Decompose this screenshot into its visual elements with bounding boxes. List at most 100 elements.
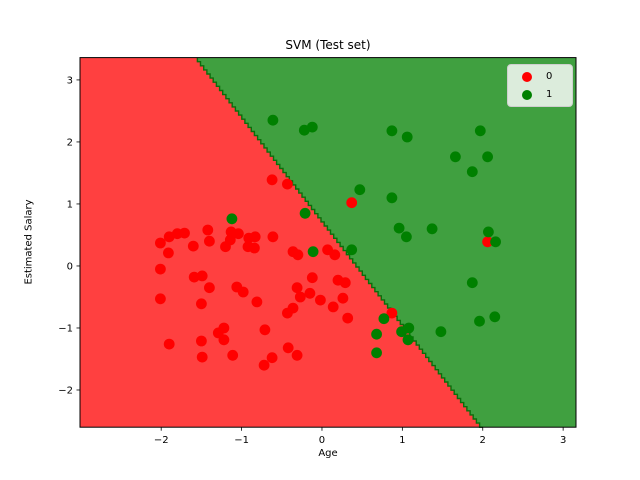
x-tick-label: −2 [154,435,169,446]
scatter-point-class1 [226,213,238,225]
scatter-point-class0 [249,242,260,254]
scatter-point-class1 [474,125,486,137]
scatter-point-class0 [482,236,493,248]
scatter-point-class1 [393,222,405,234]
scatter-point-class1 [346,244,358,256]
scatter-point-class1 [426,223,438,235]
legend: 0 1 [507,64,573,107]
scatter-point-class0 [233,228,244,240]
scatter-point-class1 [299,207,311,219]
scatter-point-class0 [163,231,175,243]
y-tick-label: 1 [67,199,73,210]
scatter-point-class1 [489,311,501,323]
scatter-point-class0 [294,291,306,303]
class0-marker-icon [522,71,532,82]
scatter-point-class1 [403,322,415,334]
scatter-point-class0 [291,349,303,361]
legend-label-class0: 0 [546,71,553,82]
plot-border [79,57,577,428]
scatter-point-class0 [282,178,293,190]
scatter-point-class0 [267,231,279,243]
scatter-point-class1 [474,315,485,327]
scatter-point-class0 [196,270,208,282]
class1-marker-icon [522,89,532,100]
scatter-point-class1 [354,184,366,196]
scatter-point-class0 [188,271,200,283]
scatter-point-class0 [282,307,293,319]
scatter-point-class1 [378,313,390,325]
decision-boundary [196,57,483,428]
x-tick-label: 0 [319,435,325,446]
scatter-point-class0 [337,292,349,304]
x-tick-label: −1 [234,435,249,446]
scatter-point-class0 [155,263,166,275]
scatter-point-class0 [258,359,270,371]
scatter-point-class0 [327,301,339,313]
x-axis-label: Age [318,448,338,459]
y-tick-label: 2 [67,137,73,148]
y-tick-label: −2 [58,385,73,396]
scatter-point-class0 [202,224,214,236]
scatter-point-class1 [371,328,382,340]
x-tick-label: 1 [399,435,405,446]
scatter-point-class0 [315,294,326,306]
scatter-point-class1 [386,192,398,204]
scatter-point-class1 [466,277,478,289]
scatter-point-class1 [386,125,398,137]
scatter-point-class0 [386,307,398,319]
scatter-point-class1 [307,246,319,258]
scatter-point-class0 [227,349,239,361]
x-tick-label: 2 [480,435,486,446]
scatter-point-class0 [291,282,303,294]
scatter-point-class0 [304,287,316,299]
scatter-point-class0 [218,334,230,346]
scatter-point-class0 [196,298,207,310]
legend-item-class1: 1 [522,89,572,100]
scatter-point-class0 [155,237,166,249]
scatter-point-class1 [483,226,494,238]
scatter-point-class0 [155,293,166,305]
scatter-point-class1 [371,347,382,359]
scatter-point-class0 [292,249,304,261]
scatter-point-class0 [346,197,358,209]
scatter-point-class1 [482,151,493,163]
scatter-point-class0 [259,324,271,336]
scatter-point-class1 [306,121,318,133]
scatter-point-class1 [450,151,461,163]
scatter-point-class1 [435,326,447,338]
scatter-point-class0 [237,286,249,298]
scatter-point-class0 [342,312,354,324]
scatter-point-class1 [466,166,478,178]
chart-title: SVM (Test set) [285,38,371,52]
scatter-point-class0 [163,247,174,259]
scatter-point-class1 [267,114,279,126]
y-tick-label: −1 [58,323,73,334]
scatter-point-class1 [402,334,414,346]
scatter-point-class0 [339,277,351,289]
scatter-point-class0 [329,249,341,261]
scatter-point-class0 [306,272,318,284]
scatter-point-class0 [282,342,294,354]
scatter-point-class0 [163,338,175,350]
scatter-point-class1 [401,131,413,143]
scatter-point-class0 [196,335,207,347]
scatter-point-class0 [251,296,263,308]
scatter-point-class1 [490,236,501,248]
x-tick-label: 3 [560,435,566,446]
legend-item-class0: 0 [522,71,572,82]
region-class1 [197,57,576,428]
scatter-point-class1 [401,231,412,243]
region-class0 [80,57,483,428]
scatter-point-class0 [249,231,261,243]
y-axis-label: Estimated Salary [23,199,35,285]
scatter-point-class0 [218,322,230,334]
scatter-point-class0 [266,352,278,364]
scatter-point-class0 [187,240,199,252]
scatter-point-class0 [204,282,215,294]
y-tick-label: 0 [67,261,73,272]
y-tick-label: 3 [67,75,73,86]
legend-label-class1: 1 [546,89,553,100]
scatter-point-class0 [204,235,215,247]
